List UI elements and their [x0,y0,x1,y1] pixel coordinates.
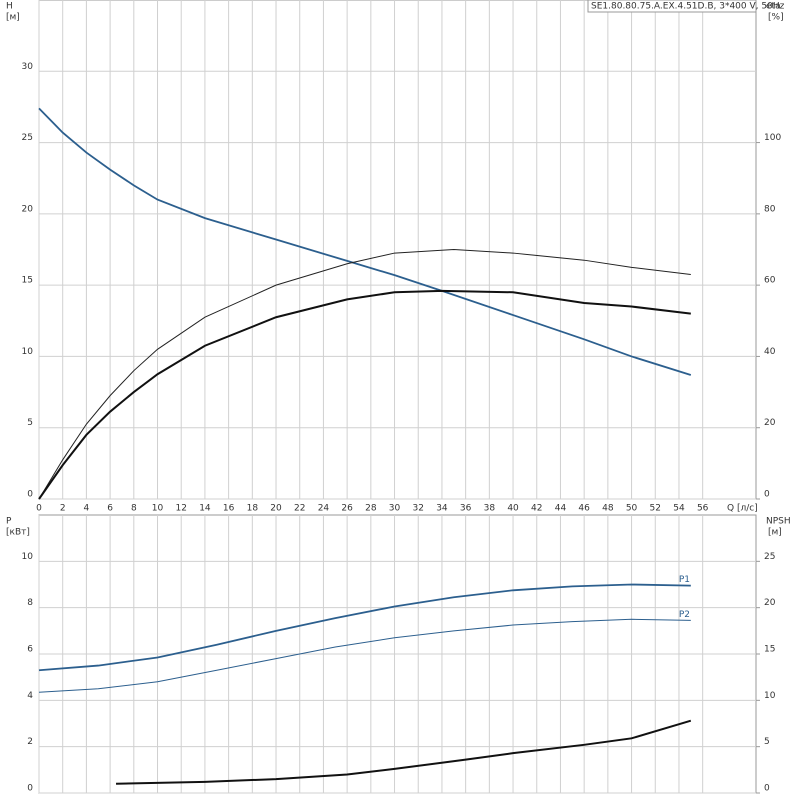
x-tick-label: 42 [531,504,542,514]
y-tick-label: 10 [22,552,34,562]
y-tick-label: 15 [22,276,33,286]
x-axis-label: Q [л/с] [727,504,758,514]
y2-tick-label: 20 [764,598,776,608]
y-tick-label: 0 [27,784,33,794]
chart-title: SE1.80.80.75.A.EX.4.51D.B, 3*400 V, 50Hz [591,2,785,12]
y2-axis-unit: [%] [768,13,784,23]
x-tick-label: 32 [413,504,424,514]
x-tick-label: 8 [131,504,137,514]
y2-tick-label: 100 [764,133,781,143]
y2-axis-unit: [м] [768,528,782,538]
y-tick-label: 8 [27,598,33,608]
y2-tick-label: 20 [764,418,776,428]
y-tick-label: 10 [22,347,34,357]
x-tick-label: 44 [555,504,567,514]
y-tick-label: 5 [27,418,33,428]
y2-tick-label: 10 [764,691,776,701]
x-tick-label: 30 [389,504,401,514]
x-tick-label: 48 [602,504,614,514]
y2-axis-label: eta [766,2,781,12]
y2-tick-label: 60 [764,276,776,286]
x-tick-label: 54 [673,504,685,514]
y-tick-label: 30 [22,62,34,72]
y-tick-label: 6 [27,645,33,655]
x-tick-label: 46 [578,504,590,514]
y2-tick-label: 25 [764,552,775,562]
curve [38,107,692,376]
x-tick-label: 16 [223,504,235,514]
y-axis-label: P [6,517,12,527]
x-tick-label: 38 [484,504,496,514]
x-tick-label: 20 [270,504,282,514]
y2-axis-label: NPSH [766,517,791,527]
curve [116,719,692,785]
y2-tick-label: 0 [764,784,770,794]
x-tick-label: 22 [294,504,305,514]
x-tick-label: 26 [341,504,353,514]
x-tick-label: 2 [60,504,66,514]
y-tick-label: 0 [27,490,33,500]
x-tick-label: 6 [107,504,113,514]
curve-label: P2 [679,610,690,620]
x-tick-label: 24 [318,504,330,514]
y2-tick-label: 0 [764,490,770,500]
x-tick-label: 36 [460,504,472,514]
x-tick-label: 18 [247,504,259,514]
x-tick-label: 34 [436,504,448,514]
x-tick-label: 14 [199,504,211,514]
x-tick-label: 56 [697,504,709,514]
y2-tick-label: 15 [764,645,775,655]
y-axis-label: H [6,2,13,12]
x-tick-label: 52 [650,504,661,514]
curve [38,618,691,693]
x-tick-label: 4 [84,504,90,514]
x-tick-label: 28 [365,504,377,514]
curve [38,583,691,672]
x-tick-label: 50 [626,504,638,514]
x-tick-label: 40 [507,504,519,514]
y-axis-unit: [кВт] [6,528,30,538]
y-tick-label: 25 [22,133,33,143]
y-tick-label: 2 [27,737,33,747]
y-axis-unit: [м] [6,13,20,23]
curve [38,289,691,500]
title-box [587,0,757,13]
x-tick-label: 0 [36,504,42,514]
plot-area [38,0,757,500]
x-tick-label: 10 [152,504,164,514]
y2-tick-label: 40 [764,347,776,357]
y-tick-label: 4 [27,691,33,701]
curve-label: P1 [679,575,690,585]
curve [38,248,691,500]
y-tick-label: 20 [22,204,34,214]
x-tick-label: 12 [175,504,186,514]
y2-tick-label: 80 [764,204,776,214]
y2-tick-label: 5 [764,737,770,747]
